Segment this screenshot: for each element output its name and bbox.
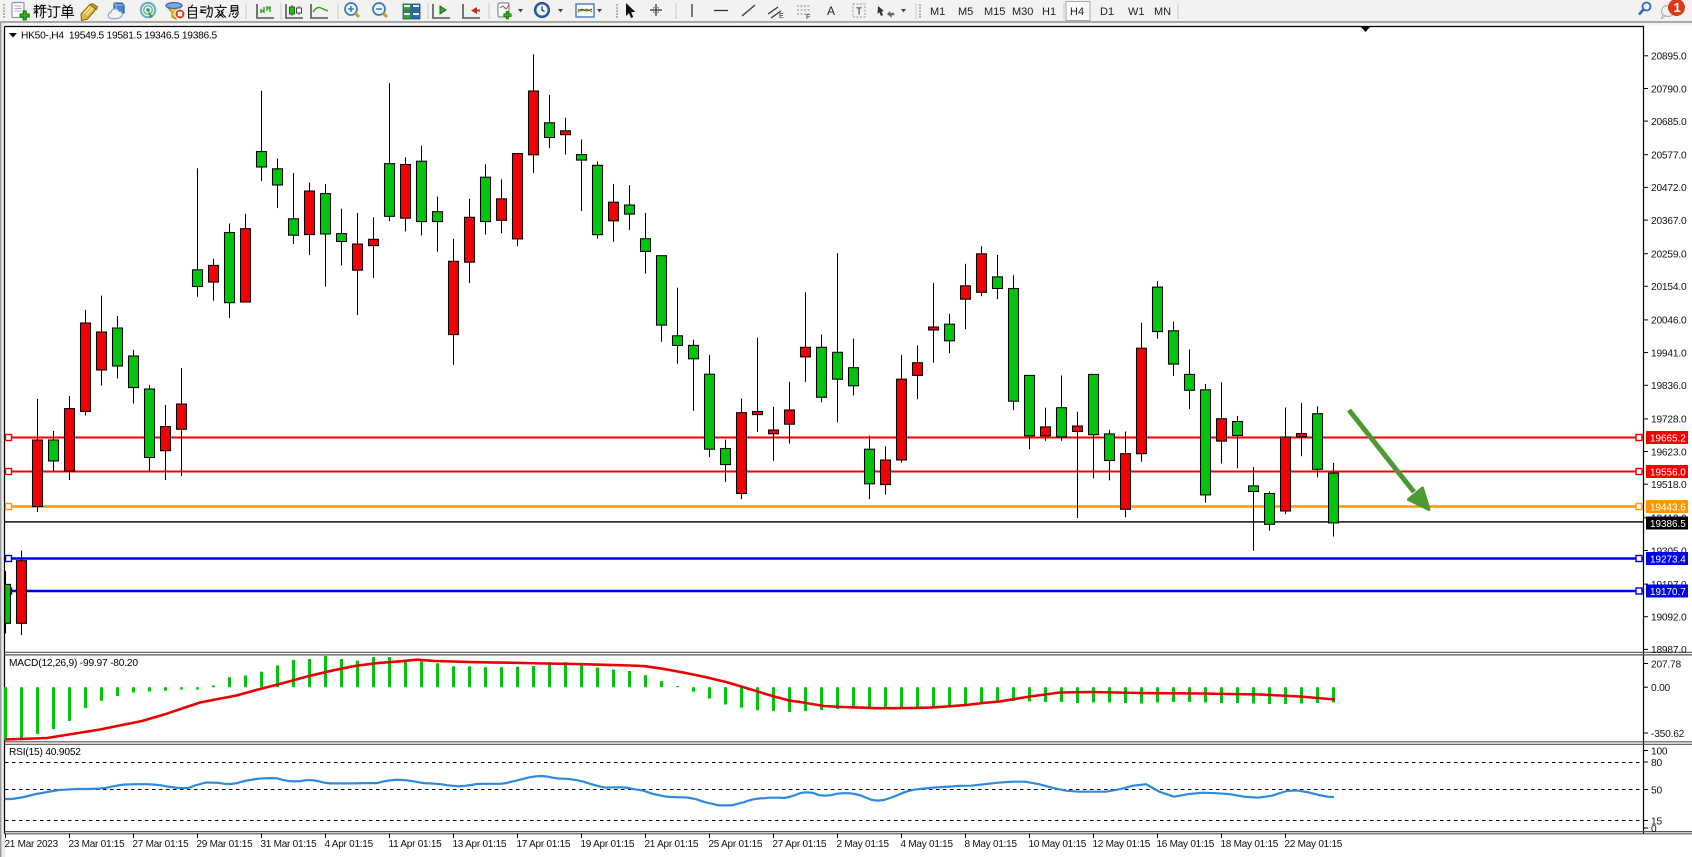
svg-text:M5: M5 [958, 6, 973, 18]
svg-text:20259.0: 20259.0 [1651, 250, 1687, 261]
svg-text:80: 80 [1651, 758, 1662, 769]
svg-text:M15: M15 [984, 6, 1005, 18]
svg-text:19092.0: 19092.0 [1651, 613, 1687, 624]
svg-text:12 May 01:15: 12 May 01:15 [1093, 839, 1151, 850]
svg-text:18 May 01:15: 18 May 01:15 [1221, 839, 1279, 850]
svg-text:19941.0: 19941.0 [1651, 348, 1687, 359]
svg-text:21 Apr 01:15: 21 Apr 01:15 [645, 839, 699, 850]
svg-text:20577.0: 20577.0 [1651, 151, 1687, 162]
svg-text:15: 15 [1651, 816, 1662, 827]
svg-text:19170.7: 19170.7 [1650, 587, 1686, 598]
svg-text:18987.0: 18987.0 [1651, 645, 1687, 656]
svg-text:1: 1 [1674, 0, 1681, 15]
svg-text:31 Mar 01:15: 31 Mar 01:15 [261, 839, 318, 850]
svg-text:4 May 01:15: 4 May 01:15 [901, 839, 954, 850]
svg-text:20367.0: 20367.0 [1651, 216, 1687, 227]
svg-text:D1: D1 [1100, 6, 1114, 18]
svg-text:19623.0: 19623.0 [1651, 447, 1687, 458]
svg-text:E: E [779, 13, 784, 20]
svg-text:17 Apr 01:15: 17 Apr 01:15 [517, 839, 571, 850]
svg-text:10 May 01:15: 10 May 01:15 [1029, 839, 1087, 850]
svg-text:0.00: 0.00 [1651, 683, 1671, 694]
svg-text:27 Apr 01:15: 27 Apr 01:15 [773, 839, 827, 850]
svg-text:W1: W1 [1128, 6, 1145, 18]
svg-text:23 Mar 01:15: 23 Mar 01:15 [69, 839, 126, 850]
svg-text:19273.4: 19273.4 [1650, 554, 1686, 565]
svg-text:100: 100 [1651, 746, 1668, 757]
svg-text:19 Apr 01:15: 19 Apr 01:15 [581, 839, 635, 850]
svg-text:19518.0: 19518.0 [1651, 480, 1687, 491]
svg-text:20046.0: 20046.0 [1651, 316, 1687, 327]
svg-text:19665.2: 19665.2 [1650, 433, 1686, 444]
svg-text:19386.5: 19386.5 [1650, 519, 1686, 530]
svg-text:8 May 01:15: 8 May 01:15 [965, 839, 1018, 850]
svg-text:20685.0: 20685.0 [1651, 117, 1687, 128]
svg-text:A: A [827, 4, 835, 18]
svg-text:4 Apr 01:15: 4 Apr 01:15 [325, 839, 374, 850]
svg-text:RSI(15) 40.9052: RSI(15) 40.9052 [9, 747, 81, 758]
svg-text:20472.0: 20472.0 [1651, 183, 1687, 194]
svg-text:11 Apr 01:15: 11 Apr 01:15 [389, 839, 443, 850]
svg-text:F: F [806, 14, 810, 21]
svg-text:H4: H4 [1070, 6, 1084, 18]
svg-text:H1: H1 [1042, 6, 1056, 18]
svg-text:MACD(12,26,9) -99.97 -80.20: MACD(12,26,9) -99.97 -80.20 [9, 658, 138, 669]
svg-text:20895.0: 20895.0 [1651, 52, 1687, 63]
svg-text:T: T [856, 7, 862, 18]
svg-text:MN: MN [1154, 6, 1171, 18]
svg-text:21 Mar 2023: 21 Mar 2023 [5, 839, 59, 850]
svg-text:0: 0 [1651, 824, 1657, 835]
svg-text:19556.0: 19556.0 [1650, 467, 1686, 478]
svg-text:2 May 01:15: 2 May 01:15 [837, 839, 890, 850]
svg-text:HK50-,H4 19549.5 19581.5 1934: HK50-,H4 19549.5 19581.5 19346.5 19386.5 [21, 31, 218, 42]
svg-text:29 Mar 01:15: 29 Mar 01:15 [197, 839, 254, 850]
svg-text:22 May 01:15: 22 May 01:15 [1285, 839, 1343, 850]
svg-text:20154.0: 20154.0 [1651, 282, 1687, 293]
svg-text:13 Apr 01:15: 13 Apr 01:15 [453, 839, 507, 850]
svg-text:16 May 01:15: 16 May 01:15 [1157, 839, 1215, 850]
svg-text:19443.6: 19443.6 [1650, 502, 1686, 513]
svg-text:19305.0: 19305.0 [1651, 546, 1687, 557]
svg-text:50: 50 [1651, 785, 1662, 796]
svg-text:27 Mar 01:15: 27 Mar 01:15 [133, 839, 190, 850]
svg-text:207.78: 207.78 [1651, 659, 1681, 670]
svg-text:19836.0: 19836.0 [1651, 381, 1687, 392]
svg-text:20790.0: 20790.0 [1651, 84, 1687, 95]
svg-text:-350.62: -350.62 [1651, 729, 1685, 740]
svg-text:19728.0: 19728.0 [1651, 415, 1687, 426]
svg-text:25 Apr 01:15: 25 Apr 01:15 [709, 839, 763, 850]
svg-text:M30: M30 [1012, 6, 1033, 18]
svg-text:M1: M1 [930, 6, 945, 18]
